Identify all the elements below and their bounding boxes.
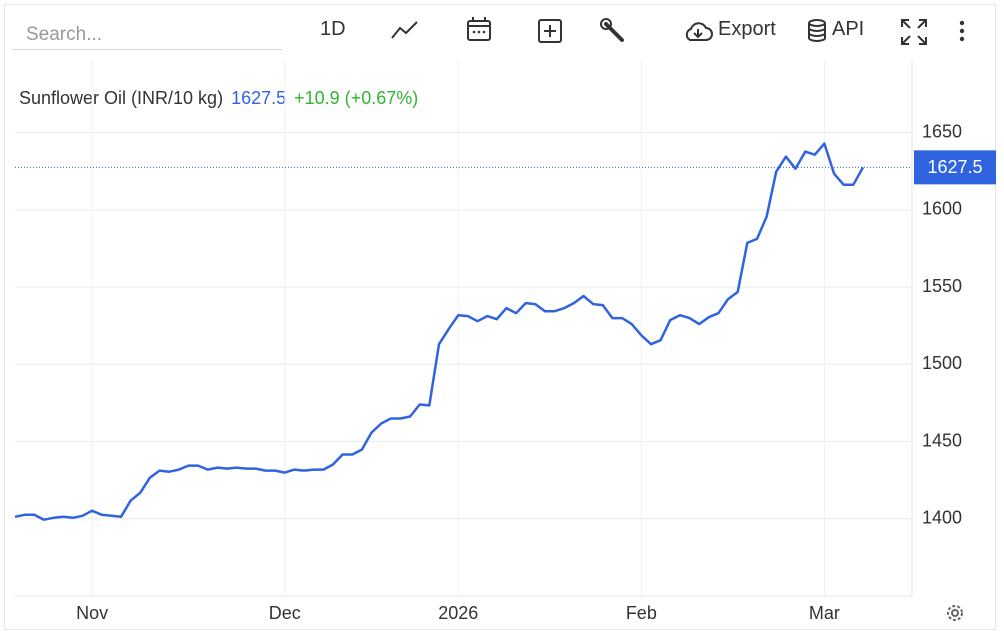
- export-icon[interactable]: [682, 20, 714, 44]
- line-type-icon[interactable]: [390, 18, 420, 42]
- settings-wrench-icon[interactable]: [600, 18, 628, 46]
- price-line: [14, 142, 865, 521]
- search-box[interactable]: Search...: [12, 20, 282, 50]
- y-tick-label: 1400: [922, 508, 962, 528]
- add-icon[interactable]: [537, 18, 565, 46]
- x-tick-label: Mar: [809, 603, 840, 623]
- y-tick-label: 1450: [922, 430, 962, 450]
- chart-title: Sunflower Oil (INR/10 kg): [19, 88, 224, 108]
- price-change: +10.9 (+0.67%): [294, 88, 419, 108]
- y-tick-label: 1550: [922, 276, 962, 296]
- calendar-icon[interactable]: [466, 16, 494, 44]
- last-price-box: [914, 150, 996, 185]
- settings-gear[interactable]: [947, 605, 963, 621]
- more-menu-icon[interactable]: [954, 18, 970, 46]
- api-button[interactable]: API: [832, 18, 865, 40]
- last-price-label: 1627.5: [927, 157, 982, 177]
- fullscreen-icon[interactable]: [900, 18, 928, 46]
- x-tick-label: 2026: [438, 603, 478, 623]
- export-button[interactable]: Export: [718, 18, 776, 40]
- y-tick-label: 1600: [922, 199, 962, 219]
- y-tick-label: 1500: [922, 353, 962, 373]
- chart-header: Sunflower Oil (INR/10 kg) 1627.5 +10.9 (+0…: [19, 88, 426, 109]
- x-tick-label: Dec: [269, 603, 301, 623]
- x-tick-label: Feb: [626, 603, 657, 623]
- last-price: 1627.5: [231, 88, 287, 108]
- api-icon[interactable]: [806, 18, 830, 44]
- chart-widget: [4, 4, 996, 630]
- interval-button[interactable]: 1D: [320, 18, 346, 40]
- x-tick-label: Nov: [76, 603, 108, 623]
- y-tick-label: 1650: [922, 121, 962, 141]
